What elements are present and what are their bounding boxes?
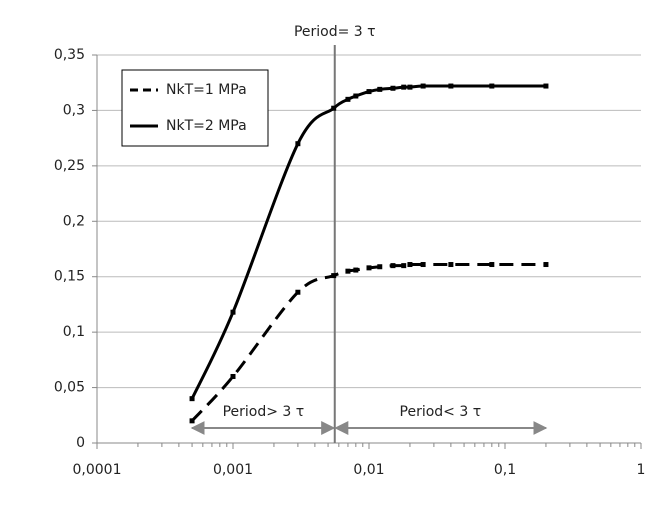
x-tick-label: 1 (637, 462, 646, 478)
legend-label: NkT=1 MPa (166, 82, 247, 98)
x-tick-label: 0,1 (494, 462, 516, 478)
point (407, 262, 413, 268)
point (543, 262, 549, 268)
point (189, 418, 195, 424)
point (230, 373, 236, 379)
point (366, 265, 372, 271)
annotation: Period< 3 τ (400, 404, 482, 420)
point (331, 273, 337, 279)
point (489, 83, 495, 89)
point (230, 309, 236, 315)
y-tick-label: 0,05 (54, 380, 85, 396)
y-tick-label: 0,25 (54, 158, 85, 174)
reference-label: Period= 3 τ (294, 24, 376, 40)
series-line (190, 262, 546, 422)
point (390, 85, 396, 91)
point (345, 96, 351, 102)
point (543, 83, 549, 89)
point (390, 263, 396, 269)
y-tick-label: 0,3 (63, 102, 85, 118)
x-tick-label: 0,01 (353, 462, 384, 478)
point (489, 262, 495, 268)
point (377, 264, 383, 270)
point (448, 83, 454, 89)
legend-label: NkT=2 MPa (166, 118, 247, 134)
y-tick-label: 0,2 (63, 213, 85, 229)
x-tick-label: 0,0001 (73, 462, 122, 478)
y-tick-label: 0 (76, 435, 85, 451)
x-tick-label: 0,001 (213, 462, 253, 478)
point (448, 262, 454, 268)
point (345, 268, 351, 274)
point (401, 263, 407, 269)
point (407, 84, 413, 90)
point (353, 267, 359, 273)
point (295, 289, 301, 295)
y-tick-label: 0,1 (63, 324, 85, 340)
point (353, 93, 359, 99)
y-tick-label: 0,35 (54, 47, 85, 63)
point (331, 105, 337, 111)
point (420, 83, 426, 89)
legend-box (121, 69, 269, 147)
point (420, 262, 426, 268)
point (377, 86, 383, 92)
y-tick-label: 0,15 (54, 269, 85, 285)
point (189, 396, 195, 402)
point (366, 89, 372, 95)
point (401, 84, 407, 90)
series-line (190, 84, 546, 400)
point (295, 141, 301, 147)
annotation: Period> 3 τ (223, 404, 305, 420)
